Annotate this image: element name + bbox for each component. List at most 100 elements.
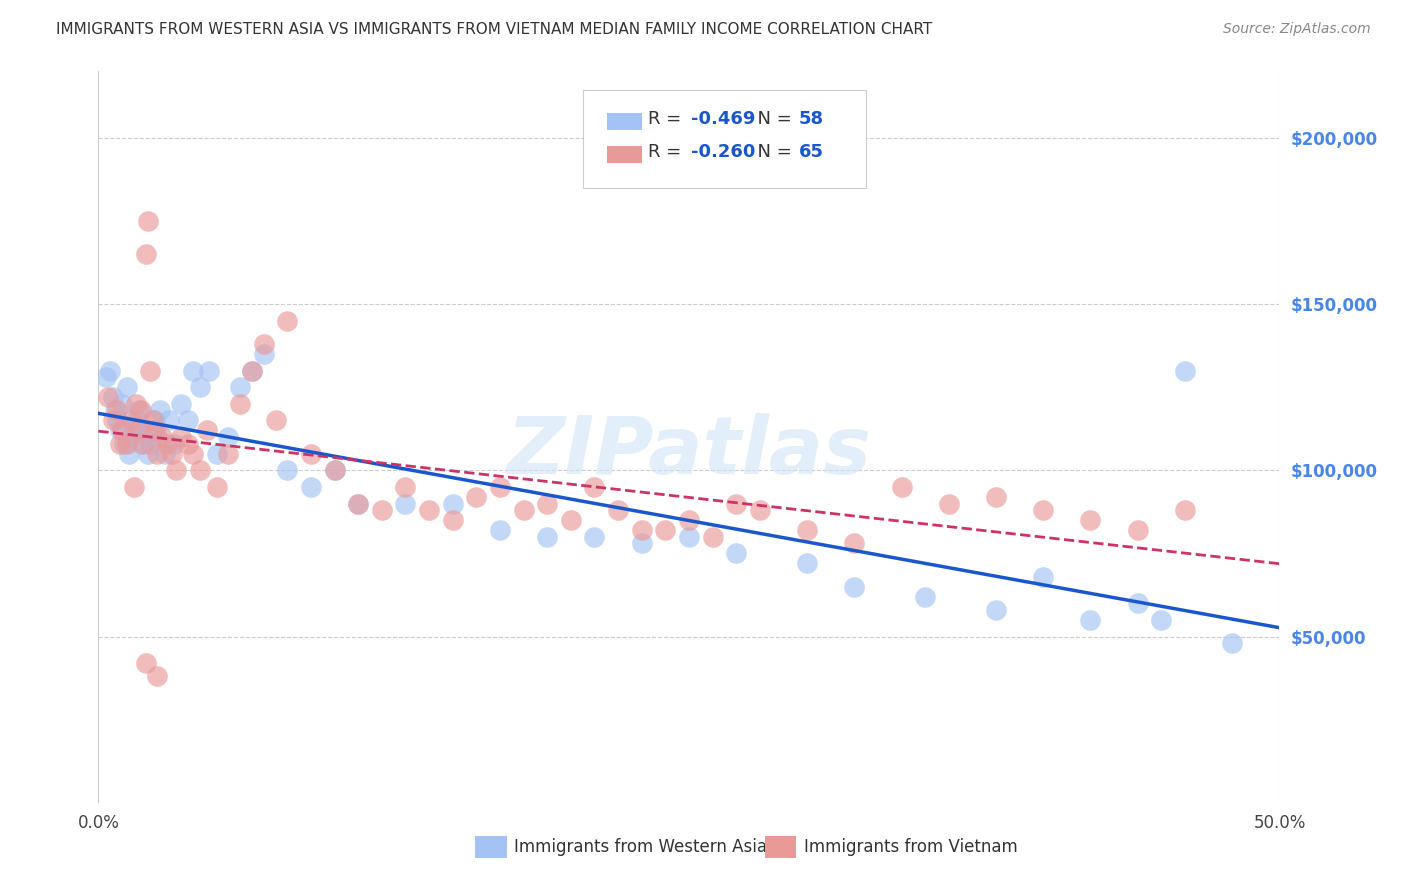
Point	[678, 530, 700, 544]
Point	[253, 337, 276, 351]
Point	[121, 430, 143, 444]
Point	[128, 403, 150, 417]
Point	[1032, 503, 1054, 517]
Point	[105, 413, 128, 427]
Point	[394, 497, 416, 511]
Point	[1080, 613, 1102, 627]
Point	[253, 347, 276, 361]
Text: -0.469: -0.469	[692, 110, 755, 128]
Point	[97, 390, 120, 404]
Point	[163, 436, 186, 450]
Point	[217, 447, 239, 461]
Point	[181, 447, 204, 461]
Point	[136, 447, 159, 461]
Point	[441, 513, 464, 527]
Point	[299, 480, 322, 494]
Point	[276, 314, 298, 328]
Point	[143, 424, 166, 438]
Text: N =: N =	[745, 110, 797, 128]
Point	[98, 363, 121, 377]
Point	[101, 413, 124, 427]
Point	[115, 380, 138, 394]
Point	[1150, 613, 1173, 627]
Point	[153, 447, 176, 461]
Point	[139, 363, 162, 377]
Point	[165, 463, 187, 477]
Point	[1080, 513, 1102, 527]
Point	[146, 447, 169, 461]
Point	[323, 463, 346, 477]
Point	[394, 480, 416, 494]
Point	[146, 430, 169, 444]
Point	[465, 490, 488, 504]
Point	[276, 463, 298, 477]
Point	[536, 530, 558, 544]
Text: -0.260: -0.260	[692, 143, 755, 161]
Point	[160, 447, 183, 461]
Point	[299, 447, 322, 461]
Point	[128, 424, 150, 438]
Point	[347, 497, 370, 511]
Point	[142, 413, 165, 427]
Point	[1174, 363, 1197, 377]
Point	[654, 523, 676, 537]
Point	[938, 497, 960, 511]
Point	[229, 397, 252, 411]
Point	[796, 557, 818, 571]
Point	[157, 413, 180, 427]
Point	[146, 669, 169, 683]
Point	[139, 436, 162, 450]
FancyBboxPatch shape	[607, 112, 641, 130]
Point	[725, 497, 748, 511]
Point	[323, 463, 346, 477]
Point	[111, 397, 134, 411]
Point	[143, 413, 166, 427]
Point	[1032, 570, 1054, 584]
Point	[122, 424, 145, 438]
Point	[150, 430, 173, 444]
Text: 58: 58	[799, 110, 824, 128]
Point	[125, 413, 148, 427]
Point	[536, 497, 558, 511]
Point	[121, 413, 143, 427]
Point	[136, 214, 159, 228]
FancyBboxPatch shape	[765, 837, 796, 858]
Text: R =: R =	[648, 143, 686, 161]
Point	[188, 380, 211, 394]
Point	[118, 447, 141, 461]
Text: R =: R =	[648, 110, 686, 128]
Text: 65: 65	[799, 143, 824, 161]
Point	[195, 424, 218, 438]
Point	[489, 480, 512, 494]
Point	[108, 436, 131, 450]
FancyBboxPatch shape	[475, 837, 508, 858]
Text: IMMIGRANTS FROM WESTERN ASIA VS IMMIGRANTS FROM VIETNAM MEDIAN FAMILY INCOME COR: IMMIGRANTS FROM WESTERN ASIA VS IMMIGRAN…	[56, 22, 932, 37]
Point	[583, 530, 606, 544]
Point	[142, 424, 165, 438]
Point	[135, 656, 157, 670]
Point	[122, 480, 145, 494]
Point	[984, 603, 1007, 617]
Point	[1174, 503, 1197, 517]
Point	[240, 363, 263, 377]
Point	[844, 536, 866, 550]
Point	[129, 403, 152, 417]
Point	[129, 436, 152, 450]
Point	[264, 413, 287, 427]
Point	[796, 523, 818, 537]
Point	[188, 463, 211, 477]
Point	[125, 397, 148, 411]
FancyBboxPatch shape	[582, 90, 866, 188]
Point	[748, 503, 770, 517]
Point	[229, 380, 252, 394]
Point	[149, 403, 172, 417]
Point	[607, 503, 630, 517]
Point	[111, 424, 134, 438]
Point	[181, 363, 204, 377]
Point	[441, 497, 464, 511]
Text: Immigrants from Western Asia: Immigrants from Western Asia	[515, 838, 768, 855]
Point	[177, 436, 200, 450]
Point	[170, 397, 193, 411]
Point	[132, 436, 155, 450]
Point	[890, 480, 912, 494]
